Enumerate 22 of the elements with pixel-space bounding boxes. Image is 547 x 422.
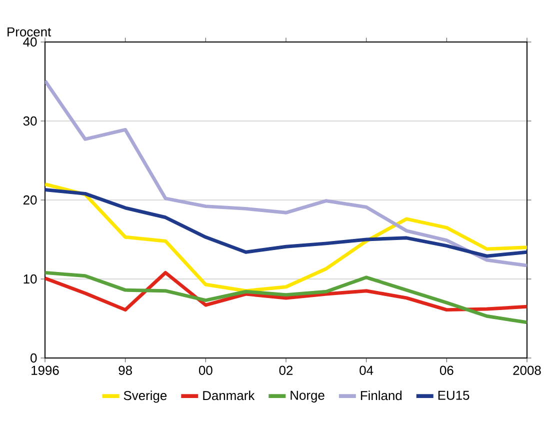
line-series	[45, 188, 528, 258]
legend-label: Finland	[360, 390, 402, 400]
y-tick-label: 30	[23, 116, 37, 126]
y-tick-label: 20	[23, 195, 37, 205]
y-tick-label: 0	[30, 353, 37, 363]
x-tick-label: 04	[360, 366, 374, 375]
legend-label: EU15	[438, 390, 470, 400]
y-axis-title: Procent	[8, 27, 52, 36]
x-tick-label: 02	[279, 366, 293, 375]
line-series	[45, 270, 528, 312]
y-tick-label: 10	[24, 274, 37, 284]
x-tick-label: 98	[118, 366, 132, 375]
legend-label: Norge	[290, 390, 324, 402]
legend-label: Sverige	[124, 390, 167, 403]
x-tick-label: 00	[198, 366, 212, 375]
x-tick-label: 2008	[513, 366, 541, 375]
line-series	[45, 78, 528, 268]
x-tick-label: 06	[440, 366, 454, 375]
x-tick-label: 1996	[32, 366, 59, 375]
y-tick-label: 40	[23, 37, 37, 47]
legend-label: Danmark	[203, 390, 255, 400]
line-series	[45, 182, 528, 293]
